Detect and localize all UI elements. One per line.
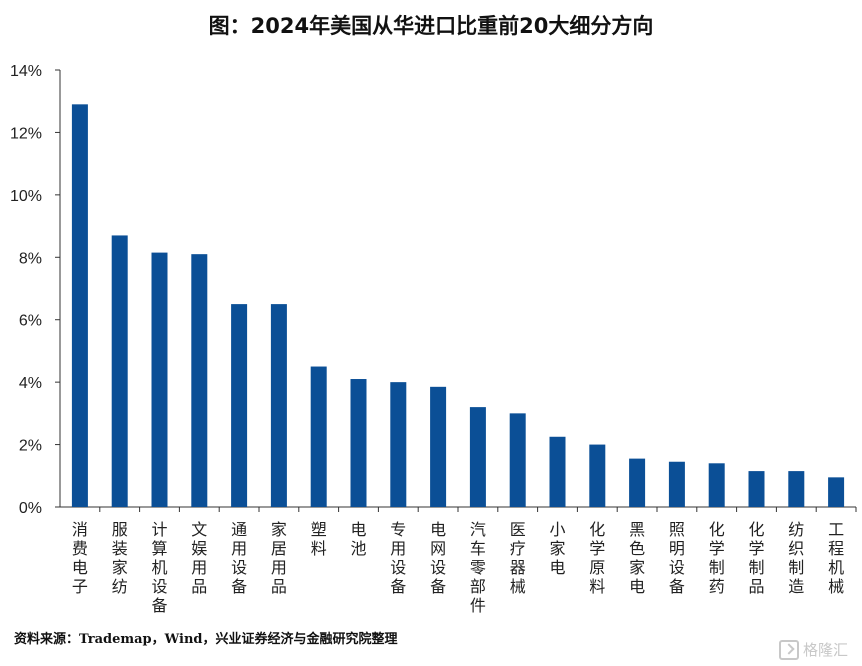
- bar: [629, 458, 646, 507]
- bar: [828, 477, 845, 507]
- bar: [589, 444, 606, 507]
- y-tick-label: 12%: [10, 125, 42, 142]
- x-tick-label: 化学原料: [589, 520, 605, 596]
- x-tick-label: 化学制药: [709, 520, 725, 596]
- y-tick-label: 10%: [10, 188, 42, 205]
- x-tick-label: 电网设备: [430, 520, 446, 596]
- x-tick-label: 小家电: [549, 520, 565, 577]
- y-tick-label: 14%: [10, 63, 42, 80]
- y-tick-label: 4%: [19, 375, 42, 392]
- y-tick-label: 0%: [19, 500, 42, 517]
- bar: [151, 252, 168, 507]
- x-tick-label: 通用设备: [231, 520, 247, 596]
- x-tick-label: 消费电子: [72, 520, 88, 596]
- bar: [270, 304, 287, 507]
- bar: [71, 104, 88, 507]
- x-tick-label: 计算机设备: [151, 520, 167, 615]
- bar: [390, 382, 407, 507]
- y-tick-label: 8%: [19, 250, 42, 267]
- bar: [310, 366, 327, 507]
- x-tick-label: 电池: [350, 520, 366, 558]
- x-tick-label: 专用设备: [390, 520, 406, 596]
- x-tick-label: 文娱用品: [191, 520, 207, 596]
- x-tick-label: 化学制品: [748, 520, 764, 596]
- x-tick-label: 照明设备: [669, 520, 685, 596]
- bar: [191, 254, 208, 507]
- bar: [231, 304, 248, 507]
- chart-title: 图：2024年美国从华进口比重前20大细分方向: [208, 14, 654, 38]
- bar: [350, 379, 367, 507]
- bar: [668, 461, 685, 507]
- watermark: 格隆汇: [778, 639, 848, 660]
- y-tick-label: 6%: [19, 313, 42, 330]
- x-tick-label: 家居用品: [271, 520, 287, 596]
- bar: [748, 471, 765, 507]
- bar: [469, 407, 486, 507]
- bar: [788, 471, 805, 507]
- y-tick-label: 2%: [19, 438, 42, 455]
- bar: [509, 413, 526, 507]
- x-tick-label: 纺织制造: [788, 520, 804, 596]
- bar: [430, 386, 447, 507]
- x-tick-label: 工程机械: [828, 520, 844, 596]
- x-tick-label: 医疗器械: [510, 520, 526, 596]
- watermark-text: 格隆汇: [802, 641, 848, 659]
- x-tick-label: 塑料: [311, 520, 327, 558]
- x-tick-label: 服装家纺: [112, 520, 128, 596]
- watermark-logo-icon: [778, 639, 799, 660]
- bar: [549, 436, 566, 507]
- bar: [111, 235, 128, 507]
- x-tick-label: 汽车零部件: [470, 520, 486, 615]
- source-note: 资料来源：Trademap，Wind，兴业证券经济与金融研究院整理: [14, 632, 398, 647]
- x-tick-label: 黑色家电: [629, 520, 645, 596]
- bar: [708, 463, 725, 507]
